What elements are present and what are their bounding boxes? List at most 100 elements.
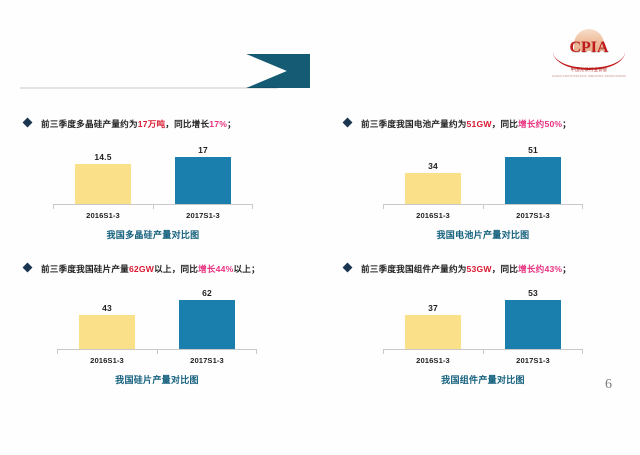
axis-tick — [53, 205, 54, 209]
bar-value-label: 14.5 — [94, 152, 112, 162]
logo-subtitle-en: CHINA PHOTOVOLTAIC INDUSTRY ASSOCIATION — [552, 74, 626, 78]
axis-tick — [157, 350, 158, 354]
plot-area: 34 51 — [383, 136, 583, 204]
bullet-value: 53GW — [466, 264, 492, 274]
bullet-percent: 增长约50% — [518, 119, 563, 129]
x-axis — [53, 204, 253, 209]
bullet-line: 前三季度我国电池产量约为51GW，同比增长约50%； — [342, 117, 572, 130]
bullet-line: 前三季度多晶硅产量约为17万吨，同比增长17%； — [22, 117, 236, 130]
plot-area: 43 62 — [57, 281, 257, 349]
plot-area: 37 53 — [383, 281, 583, 349]
content-grid: 前三季度多晶硅产量约为17万吨，同比增长17%； 14.5 17 — [0, 106, 640, 396]
bar-value-label: 43 — [102, 303, 112, 313]
x-axis — [383, 349, 583, 354]
category-label: 2017S1-3 — [516, 211, 550, 220]
bar-value-label: 34 — [428, 161, 438, 171]
page-title: 制造端：生产规模大幅增长 — [37, 63, 224, 81]
bar-2017 — [505, 157, 561, 204]
logo-mark: CPIA — [550, 27, 628, 70]
quadrant-cell: 前三季度我国电池产量约为51GW，同比增长约50%； 34 51 — [320, 106, 640, 251]
category-label: 2016S1-3 — [416, 356, 450, 365]
bar-value-label: 51 — [528, 145, 538, 155]
bars-group: 43 62 — [57, 281, 257, 349]
bar-column: 43 — [57, 281, 157, 349]
diamond-bullet-icon — [342, 262, 353, 273]
axis-tick — [153, 205, 154, 209]
bar-2016 — [405, 315, 461, 349]
chart-wafer: 43 62 2016S1-3 20 — [42, 281, 272, 391]
bars-group: 34 51 — [383, 136, 583, 204]
bullet-value: 51GW — [466, 119, 492, 129]
bar-column: 17 — [153, 136, 253, 204]
chart-caption: 我国电池片产量对比图 — [436, 230, 530, 240]
x-axis — [57, 349, 257, 354]
banner-shadow — [20, 87, 278, 89]
bar-2017 — [179, 300, 235, 349]
chart-caption: 我国多晶硅产量对比图 — [106, 230, 200, 240]
category-label: 2016S1-3 — [416, 211, 450, 220]
category-label: 2017S1-3 — [190, 356, 224, 365]
category-label: 2016S1-3 — [86, 211, 120, 220]
chart-caption: 我国硅片产量对比图 — [115, 375, 199, 385]
category-label: 2016S1-3 — [90, 356, 124, 365]
x-axis-labels: 2016S1-3 2017S1-3 — [383, 211, 583, 220]
chart-module: 37 53 2016S1-3 20 — [368, 281, 598, 391]
axis-tick — [483, 205, 484, 209]
x-axis-labels: 2016S1-3 2017S1-3 — [383, 356, 583, 365]
bullet-text: 前三季度我国电池产量约为51GW，同比增长约50%； — [361, 119, 572, 129]
bar-2016 — [75, 164, 131, 204]
diamond-bullet-icon — [342, 117, 353, 128]
bar-column: 37 — [383, 281, 483, 349]
bullet-percent: 增长约43% — [518, 264, 563, 274]
banner-shape: 制造端：生产规模大幅增长 — [20, 54, 310, 88]
bar-2016 — [405, 173, 461, 204]
bullet-value: 62GW — [128, 264, 155, 274]
bullet-percent: 17% — [209, 119, 228, 129]
category-label: 2017S1-3 — [186, 211, 220, 220]
bullet-text: 前三季度我国硅片产量62GW以上，同比增长44%以上； — [41, 264, 260, 274]
quadrant-wafer: 前三季度我国硅片产量62GW以上，同比增长44%以上； 43 62 — [0, 251, 320, 396]
bar-column: 34 — [383, 136, 483, 204]
bars-group: 37 53 — [383, 281, 583, 349]
bar-column: 14.5 — [53, 136, 153, 204]
axis-tick — [57, 350, 58, 354]
diamond-bullet-icon — [22, 117, 33, 128]
x-axis-labels: 2016S1-3 2017S1-3 — [53, 211, 253, 220]
chart-polysilicon: 14.5 17 2016S1-3 — [38, 136, 268, 246]
x-axis-labels: 2016S1-3 2017S1-3 — [57, 356, 257, 365]
axis-tick — [252, 205, 253, 209]
axis-tick — [582, 205, 583, 209]
axis-tick — [483, 350, 484, 354]
bar-column: 62 — [157, 281, 257, 349]
sun-icon — [574, 29, 604, 51]
bar-value-label: 37 — [428, 303, 438, 313]
bullet-percent: 增长44% — [198, 264, 234, 274]
bullet-text: 前三季度多晶硅产量约为17万吨，同比增长17%； — [41, 119, 236, 129]
cpia-logo: CPIA 中国光伏行业协会 CHINA PHOTOVOLTAIC INDUSTR… — [550, 27, 628, 85]
axis-tick — [582, 350, 583, 354]
bullet-line: 前三季度我国硅片产量62GW以上，同比增长44%以上； — [22, 262, 260, 275]
plot-area: 14.5 17 — [53, 136, 253, 204]
x-axis — [383, 204, 583, 209]
page-number: 6 — [605, 377, 612, 392]
bar-2016 — [79, 315, 135, 349]
bar-value-label: 17 — [198, 145, 208, 155]
bullet-text: 前三季度我国组件产量约为53GW，同比增长约43%； — [361, 264, 572, 274]
bullet-value: 17万吨 — [137, 119, 166, 129]
bar-value-label: 62 — [202, 288, 212, 298]
bars-group: 14.5 17 — [53, 136, 253, 204]
bar-column: 53 — [483, 281, 583, 349]
bar-value-label: 53 — [528, 288, 538, 298]
quadrant-polysilicon: 前三季度多晶硅产量约为17万吨，同比增长17%； 14.5 17 — [0, 106, 320, 251]
slide-title-banner: 制造端：生产规模大幅增长 — [20, 54, 310, 89]
bar-2017 — [175, 157, 231, 204]
bar-column: 51 — [483, 136, 583, 204]
logo-wordmark: CPIA — [569, 39, 609, 56]
bar-2017 — [505, 300, 561, 349]
axis-tick — [383, 205, 384, 209]
quadrant-module: 前三季度我国组件产量约为53GW，同比增长约43%； 37 53 — [320, 251, 640, 396]
chart-cell: 34 51 2016S1-3 20 — [368, 136, 598, 246]
chart-caption: 我国组件产量对比图 — [441, 375, 525, 385]
logo-subtitle-cn: 中国光伏行业协会 — [570, 67, 608, 72]
